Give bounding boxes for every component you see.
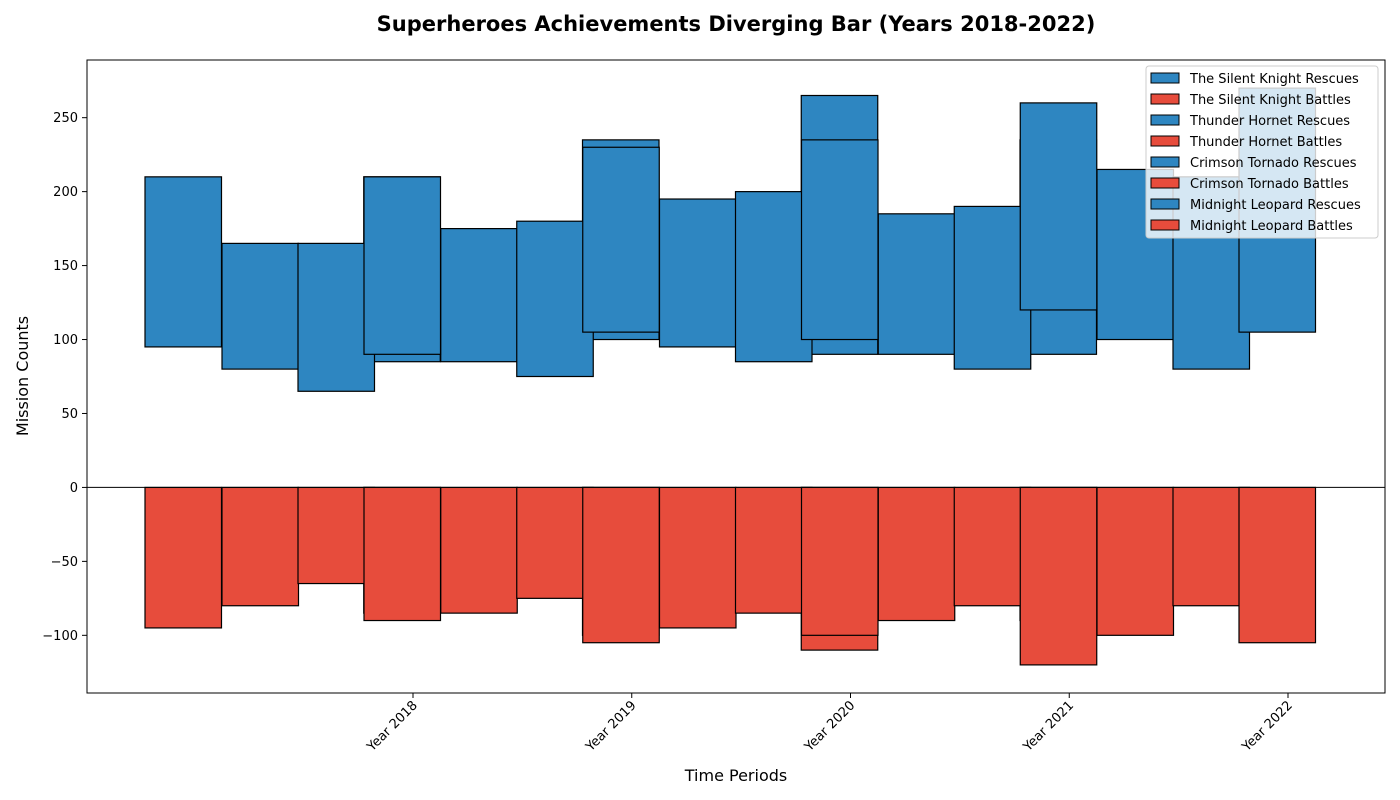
x-tick-label: Year 2019 (582, 698, 639, 755)
midnight-leopard-rescues-bar (582, 146, 660, 333)
y-tick-label: 200 (53, 185, 78, 200)
chart-title: Superheroes Achievements Diverging Bar (… (377, 12, 1096, 36)
x-tick-label: Year 2020 (801, 698, 858, 755)
midnight-leopard-rescues-bar (1019, 102, 1098, 311)
legend-swatch (1150, 72, 1180, 84)
legend-label: Midnight Leopard Battles (1190, 219, 1353, 234)
legend-swatch (1150, 219, 1180, 231)
y-tick-label: 150 (53, 259, 78, 274)
legend-label: The Silent Knight Rescues (1189, 72, 1359, 87)
legend-label: Thunder Hornet Rescues (1189, 114, 1350, 129)
thunder-hornet-battles-bar (658, 486, 737, 629)
thunder-hornet-rescues-bar (877, 213, 956, 355)
y-tick-label: −100 (42, 629, 78, 644)
thunder-hornet-battles-bar (1096, 486, 1175, 636)
crimson-tornado-rescues-bar (734, 191, 813, 363)
legend-label: Midnight Leopard Rescues (1190, 198, 1361, 213)
crimson-tornado-battles-bar (734, 486, 813, 614)
legend-swatch (1150, 198, 1180, 210)
y-tick-label: 250 (53, 111, 78, 126)
plot-frame (86, 59, 1386, 694)
crimson-tornado-battles-bar (297, 486, 376, 585)
thunder-hornet-battles-bar (221, 486, 300, 607)
thunder-hornet-rescues-bar (221, 242, 300, 370)
y-axis-label: Mission Counts (13, 316, 32, 436)
thunder-hornet-rescues-bar (440, 228, 518, 363)
x-axis-label: Time Periods (684, 766, 787, 785)
midnight-leopard-battles-bar (1019, 486, 1098, 666)
legend-label: Crimson Tornado Rescues (1190, 156, 1357, 171)
legend-label: Crimson Tornado Battles (1190, 177, 1349, 192)
x-tick-label: Year 2022 (1239, 698, 1296, 755)
crimson-tornado-rescues-bar (953, 205, 1032, 370)
legend-box (1145, 65, 1379, 239)
midnight-leopard-rescues-bar (363, 176, 442, 355)
midnight-leopard-battles-bar (1238, 486, 1317, 644)
legend-swatch (1150, 114, 1180, 126)
legend-label: The Silent Knight Battles (1189, 93, 1351, 108)
legend-swatch (1150, 93, 1180, 105)
legend-swatch (1150, 177, 1180, 189)
midnight-leopard-battles-bar (800, 486, 879, 636)
thunder-hornet-rescues-bar (658, 198, 737, 348)
x-tick-label: Year 2021 (1020, 698, 1077, 755)
crimson-tornado-battles-bar (516, 486, 594, 599)
midnight-leopard-battles-bar (363, 486, 442, 622)
legend-swatch (1150, 135, 1180, 147)
legend: The Silent Knight Rescues The Silent Knig… (1145, 65, 1379, 239)
y-tick-label: 100 (53, 333, 78, 348)
y-tick-label: 50 (61, 407, 78, 422)
legend-label: Thunder Hornet Battles (1189, 135, 1342, 150)
crimson-tornado-rescues-bar (297, 242, 376, 392)
the-silent-knight-battles-bar (144, 486, 223, 629)
crimson-tornado-battles-bar (1172, 486, 1251, 607)
y-tick-label: 0 (70, 481, 78, 496)
crimson-tornado-battles-bar (953, 486, 1032, 607)
thunder-hornet-battles-bar (877, 486, 956, 622)
thunder-hornet-battles-bar (440, 486, 518, 614)
midnight-leopard-battles-bar (582, 486, 660, 644)
midnight-leopard-rescues-bar (800, 139, 879, 341)
x-tick-label: Year 2018 (364, 698, 421, 755)
bars-layer (144, 87, 1317, 666)
crimson-tornado-rescues-bar (516, 220, 594, 378)
legend-swatch (1150, 156, 1180, 168)
y-tick-label: −50 (51, 555, 78, 570)
the-silent-knight-rescues-bar (144, 176, 223, 348)
